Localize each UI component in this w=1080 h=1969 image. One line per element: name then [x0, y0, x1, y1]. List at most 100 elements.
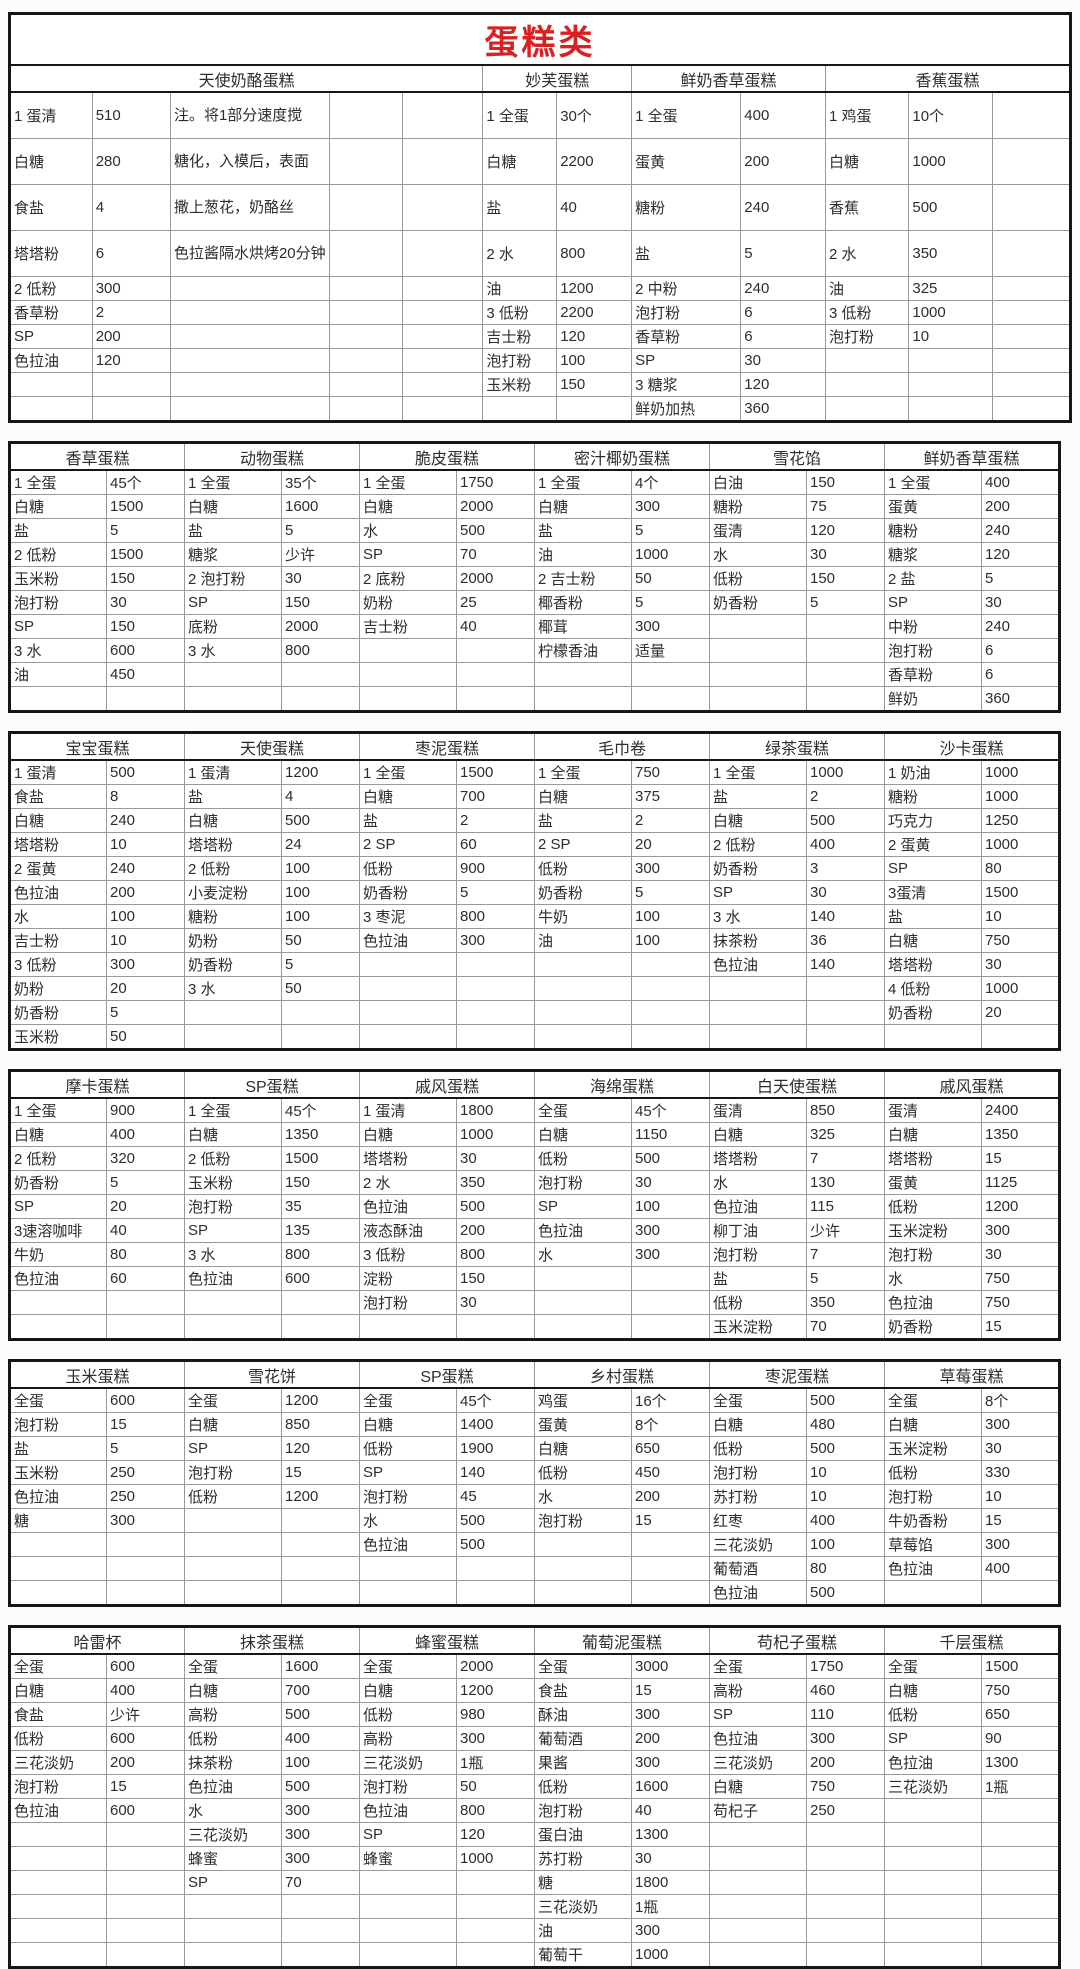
empty-cell: [359, 638, 457, 663]
value-cell: 10: [806, 1460, 885, 1485]
value-cell: 250: [106, 1460, 185, 1485]
empty-cell: [631, 1290, 710, 1315]
value-cell: 1500: [981, 880, 1060, 905]
empty-cell: [908, 348, 994, 373]
ingredient-cell: 玉米粉: [482, 372, 558, 397]
ingredient-cell: 水: [184, 1798, 282, 1823]
ingredient-cell: 盐: [184, 784, 282, 809]
empty-cell: [106, 1870, 185, 1895]
ingredient-cell: 糖粉: [631, 184, 742, 231]
ingredient-cell: 4 低粉: [884, 976, 982, 1001]
empty-cell: [992, 324, 1071, 349]
ingredient-cell: 白糖: [359, 1678, 457, 1703]
ingredient-cell: 色拉油: [9, 1484, 107, 1509]
empty-cell: [106, 686, 185, 712]
value-cell: 1200: [556, 276, 633, 301]
ingredient-cell: 全蛋: [884, 1653, 982, 1679]
empty-cell: [9, 1894, 107, 1919]
empty-cell: [184, 1894, 282, 1919]
ingredient-cell: SP: [9, 1194, 107, 1219]
value-cell: 4个: [631, 469, 710, 495]
empty-cell: [328, 91, 404, 139]
ingredient-cell: 水: [359, 518, 457, 543]
value-cell: 50: [106, 1024, 185, 1050]
ingredient-cell: SP: [184, 590, 282, 615]
empty-cell: [184, 1314, 282, 1340]
ingredient-cell: 色拉油: [184, 1774, 282, 1799]
ingredient-cell: 低粉: [534, 1146, 632, 1171]
value-cell: 120: [981, 542, 1060, 567]
value-cell: 10: [106, 928, 185, 953]
value-cell: 30个: [556, 91, 633, 139]
empty-cell: [402, 372, 484, 397]
value-cell: 360: [740, 396, 826, 422]
ingredient-cell: 水: [534, 1242, 632, 1267]
ingredient-cell: 2 泡打粉: [184, 566, 282, 591]
ingredient-cell: 三花淡奶: [884, 1774, 982, 1799]
ingredient-cell: SP: [884, 590, 982, 615]
section-header: 香蕉蛋糕: [824, 64, 1072, 93]
value-cell: 2200: [556, 300, 633, 325]
section-header: 玉米蛋糕: [9, 1360, 185, 1389]
value-cell: 50: [281, 928, 360, 953]
ingredient-cell: 玉米淀粉: [884, 1436, 982, 1461]
ingredient-cell: 3 低粉: [482, 300, 558, 325]
ingredient-cell: 蛋黄: [534, 1412, 632, 1437]
value-cell: 800: [456, 1242, 535, 1267]
ingredient-cell: 3 低粉: [359, 1242, 457, 1267]
empty-cell: [631, 1314, 710, 1340]
value-cell: 200: [631, 1484, 710, 1509]
ingredient-cell: 2 低粉: [184, 856, 282, 881]
ingredient-cell: 1 全蛋: [9, 1097, 107, 1123]
value-cell: 1200: [281, 759, 360, 785]
ingredient-cell: 香草粉: [631, 324, 742, 349]
ingredient-cell: 泡打粉: [709, 1242, 807, 1267]
empty-cell: [884, 1942, 982, 1968]
empty-cell: [106, 1822, 185, 1847]
empty-cell: [456, 1000, 535, 1025]
ingredient-cell: 抹茶粉: [184, 1750, 282, 1775]
value-cell: 120: [281, 1436, 360, 1461]
value-cell: 15: [106, 1412, 185, 1437]
value-cell: 750: [631, 759, 710, 785]
empty-cell: [992, 138, 1071, 185]
ingredient-cell: 全蛋: [709, 1653, 807, 1679]
ingredient-cell: 吉士粉: [9, 928, 107, 953]
ingredient-cell: 色拉油: [884, 1750, 982, 1775]
ingredient-cell: 低粉: [534, 1460, 632, 1485]
empty-cell: [281, 1918, 360, 1943]
ingredient-cell: 泡打粉: [184, 1460, 282, 1485]
ingredient-cell: SP: [184, 1870, 282, 1895]
value-cell: 600: [106, 1653, 185, 1679]
ingredient-cell: 奶香粉: [884, 1000, 982, 1025]
value-cell: 1500: [106, 494, 185, 519]
value-cell: 400: [806, 832, 885, 857]
ingredient-cell: 低粉: [884, 1460, 982, 1485]
ingredient-cell: 2 水: [359, 1170, 457, 1195]
value-cell: 50: [631, 566, 710, 591]
empty-cell: [456, 976, 535, 1001]
value-cell: 1300: [631, 1822, 710, 1847]
ingredient-cell: 色拉油: [184, 1266, 282, 1291]
ingredient-cell: 3 低粉: [9, 952, 107, 977]
value-cell: 60: [456, 832, 535, 857]
empty-cell: [359, 1918, 457, 1943]
ingredient-cell: 香蕉: [824, 184, 910, 231]
section-header: 雪花馅: [709, 442, 885, 471]
empty-cell: [631, 1024, 710, 1050]
empty-cell: [9, 1942, 107, 1968]
value-cell: 150: [106, 614, 185, 639]
ingredient-cell: 泡打粉: [534, 1170, 632, 1195]
value-cell: 460: [806, 1678, 885, 1703]
ingredient-cell: 淀粉: [359, 1266, 457, 1291]
value-cell: 100: [631, 928, 710, 953]
value-cell: 10个: [908, 91, 994, 139]
value-cell: 80: [806, 1556, 885, 1581]
empty-cell: [169, 396, 330, 422]
ingredient-cell: 糖粉: [884, 518, 982, 543]
value-cell: 300: [631, 1218, 710, 1243]
ingredient-cell: 鸡蛋: [534, 1387, 632, 1413]
note-cell: 色拉酱隔水烘烤20分钟: [169, 230, 330, 277]
ingredient-cell: 鲜奶加热: [631, 396, 742, 422]
value-cell: 2: [806, 784, 885, 809]
